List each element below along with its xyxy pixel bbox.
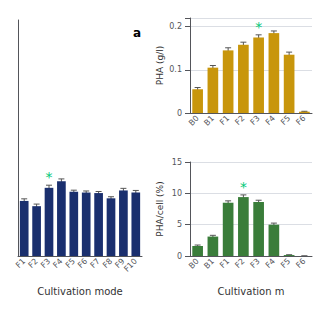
svg-text:F1: F1 [218,114,231,127]
svg-text:*: * [46,169,53,185]
svg-text:F5: F5 [63,256,77,270]
svg-text:F8: F8 [101,256,115,270]
svg-text:F1: F1 [14,256,28,270]
svg-text:PHA/cell (%): PHA/cell (%) [155,181,165,236]
svg-text:F5: F5 [279,114,292,127]
svg-text:Cultivation mode: Cultivation mode [37,286,123,297]
svg-text:F2: F2 [233,257,246,270]
svg-text:B0: B0 [187,257,201,271]
svg-text:0: 0 [177,252,182,261]
svg-text:F2: F2 [26,256,40,270]
svg-text:F4: F4 [264,257,277,270]
svg-text:F6: F6 [76,256,90,270]
svg-text:0.2: 0.2 [169,22,182,31]
svg-text:F5: F5 [279,257,292,270]
svg-text:B1: B1 [202,257,216,271]
svg-text:F9: F9 [113,256,127,270]
svg-text:0.1: 0.1 [169,65,182,74]
svg-text:PHA (g/l): PHA (g/l) [155,46,165,85]
svg-text:F6: F6 [294,257,307,270]
svg-text:B1: B1 [202,114,216,128]
svg-text:F7: F7 [88,256,102,270]
svg-text:*: * [240,179,247,195]
svg-text:F4: F4 [264,114,277,127]
svg-text:B0: B0 [187,114,201,128]
svg-text:F3: F3 [249,114,262,127]
svg-text:F6: F6 [294,114,307,127]
svg-text:F4: F4 [51,256,65,270]
svg-text:F3: F3 [249,257,262,270]
svg-text:a: a [133,26,141,40]
svg-text:Cultivation m: Cultivation m [218,286,285,297]
svg-text:10: 10 [172,189,182,198]
svg-text:15: 15 [172,158,182,167]
svg-text:F3: F3 [39,256,53,270]
svg-text:0: 0 [177,109,182,118]
svg-text:*: * [255,19,262,35]
svg-text:F2: F2 [233,114,246,127]
svg-text:5: 5 [177,220,182,229]
svg-text:F1: F1 [218,257,231,270]
svg-text:F10: F10 [122,257,139,274]
